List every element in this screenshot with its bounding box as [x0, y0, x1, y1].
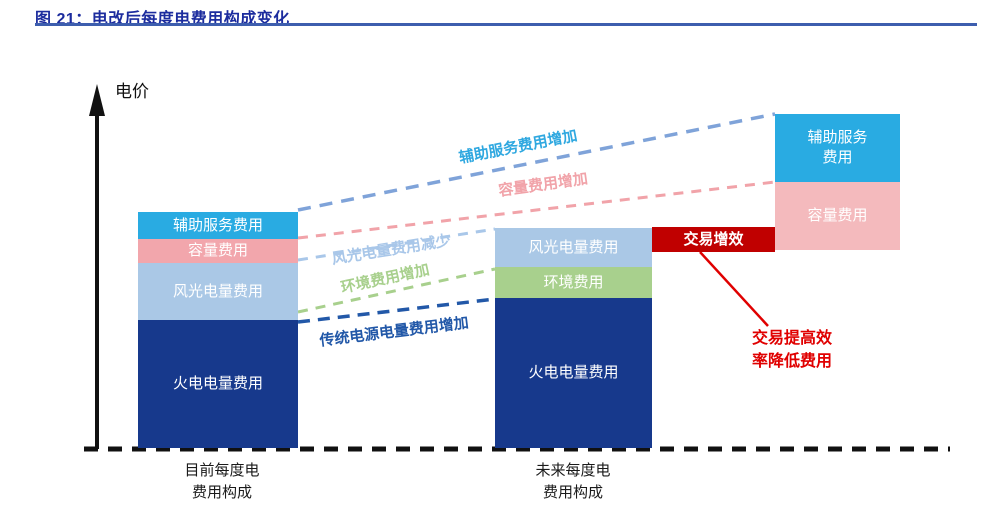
trade-note-pointer-line	[699, 251, 769, 327]
title-underline	[35, 23, 977, 26]
y-axis-label: 电价	[115, 82, 149, 101]
thermal-increase-label: 传统电源电量费用增加	[318, 314, 470, 350]
future-bar-environment-segment: 环境费用	[495, 267, 652, 298]
renewable-decrease-label: 风光电量费用减少	[330, 232, 452, 268]
capacity-increase-label: 容量费用增加	[497, 170, 589, 200]
future-right-aux-service-segment: 辅助服务 费用	[775, 114, 900, 182]
y-axis-arrowhead-icon	[89, 84, 105, 116]
future-right-capacity-segment: 容量费用	[775, 182, 900, 250]
x-label-current: 目前每度电 费用构成	[184, 462, 260, 501]
aux-service-increase-label: 辅助服务费用增加	[457, 127, 579, 167]
trade-efficiency-segment: 交易增效	[652, 227, 775, 252]
current-bar-renewable-segment: 风光电量费用	[138, 263, 298, 320]
trade-efficiency-note: 交易提高效 率降低费用	[752, 330, 833, 370]
x-label-future: 未来每度电 费用构成	[535, 462, 611, 501]
future-bar-thermal-segment: 火电电量费用	[495, 298, 652, 448]
future-bar-renewable-segment: 风光电量费用	[495, 228, 652, 267]
aux-service-increase-line	[297, 112, 776, 212]
current-bar-thermal-segment: 火电电量费用	[138, 320, 298, 448]
current-bar-aux-service-segment: 辅助服务费用	[138, 212, 298, 239]
current-bar-capacity-segment: 容量费用	[138, 239, 298, 263]
